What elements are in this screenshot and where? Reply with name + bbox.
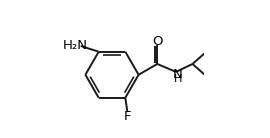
Text: O: O: [152, 35, 163, 48]
Text: H: H: [173, 74, 182, 84]
Text: F: F: [124, 110, 131, 123]
Text: H₂N: H₂N: [62, 39, 87, 52]
Text: N: N: [173, 68, 183, 81]
